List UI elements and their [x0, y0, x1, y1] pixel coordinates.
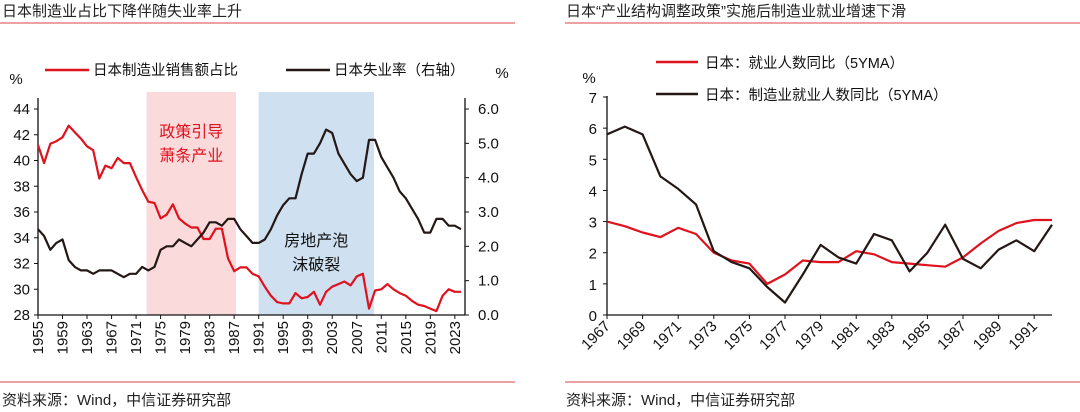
x-tick-label: 1983	[202, 321, 219, 354]
x-tick-label: 1999	[300, 321, 317, 354]
x-tick-label: 1975	[721, 318, 757, 354]
x-tick-label: 1967	[104, 321, 121, 354]
y2-tick-label: 0.0	[478, 307, 499, 324]
y-axis-unit: %	[582, 70, 595, 87]
y-tick-label: 2	[589, 246, 597, 263]
series-line-manufacturing-share	[36, 124, 461, 313]
y-tick-label: 34	[13, 230, 30, 247]
y-tick-label: 38	[13, 178, 30, 195]
x-tick-label: 2023	[447, 321, 464, 354]
y2-tick-label: 2.0	[478, 238, 499, 255]
legend-label: 日本：制造业就业人数同比（5YMA）	[705, 87, 947, 104]
y-tick-label: 44	[13, 101, 30, 118]
x-tick-label: 1991	[251, 321, 268, 354]
y2-tick-label: 3.0	[478, 204, 499, 221]
x-tick-label: 1973	[685, 318, 721, 354]
legend-label: 日本失业率（右轴）	[334, 62, 465, 79]
series-line-manufacturing-employment	[606, 125, 1053, 304]
right-source: 资料来源：Wind，中信证券研究部	[566, 392, 795, 409]
y-tick-label: 40	[13, 153, 30, 170]
y-tick-label: 32	[13, 256, 30, 273]
x-tick-label: 1995	[275, 321, 292, 354]
x-tick-label: 1989	[970, 318, 1006, 354]
series-line-unemployment	[37, 128, 462, 279]
y-tick-label: 6	[589, 121, 597, 138]
x-tick-label: 1963	[79, 321, 96, 354]
x-tick-label: 2011	[373, 321, 390, 353]
y-tick-label: 7	[589, 90, 597, 107]
x-tick-label: 1955	[30, 321, 47, 354]
y-tick-label: 42	[13, 127, 30, 144]
shade-region-pink	[146, 92, 236, 315]
x-tick-label: 1977	[756, 318, 792, 354]
left-source: 资料来源：Wind，中信证券研究部	[2, 392, 231, 409]
y-tick-label: 4	[589, 183, 597, 200]
y-tick-label: 36	[13, 204, 30, 221]
x-tick-label: 2015	[398, 321, 415, 354]
y-tick-label: 3	[589, 215, 597, 232]
y-tick-label: 1	[589, 277, 597, 294]
x-tick-label: 1971	[649, 318, 685, 354]
y2-tick-label: 4.0	[478, 170, 499, 187]
x-tick-label: 1987	[226, 321, 243, 354]
x-tick-label: 1959	[55, 321, 72, 354]
series-line-total-employment	[606, 218, 1052, 285]
legend-label: 日本制造业销售额占比	[93, 62, 238, 79]
right-title: 日本“产业结构调整政策”实施后制造业就业增速下滑	[566, 3, 906, 20]
shade-region-blue	[258, 92, 374, 315]
x-tick-label: 1987	[934, 318, 970, 354]
x-tick-label: 1979	[177, 321, 194, 354]
legend-label: 日本：就业人数同比（5YMA）	[705, 55, 904, 72]
x-tick-label: 1985	[899, 318, 935, 354]
y-tick-label: 30	[13, 281, 30, 298]
x-tick-label: 1979	[792, 318, 828, 354]
annotation-bubble: 房地产泡沫破裂	[284, 232, 348, 274]
annotation-policy: 政策引导萧条产业	[159, 123, 223, 165]
x-tick-label: 1975	[153, 321, 170, 354]
x-tick-label: 1983	[863, 318, 899, 354]
x-tick-label: 1969	[614, 318, 650, 354]
x-tick-label: 2019	[422, 321, 439, 354]
y-axis-unit: %	[9, 71, 22, 88]
y2-axis-unit: %	[495, 65, 508, 82]
x-tick-label: 1967	[578, 318, 614, 354]
x-tick-label: 1991	[1005, 318, 1041, 354]
x-tick-label: 1981	[827, 318, 863, 354]
y-tick-label: 0	[589, 308, 597, 325]
x-tick-label: 2007	[349, 321, 366, 354]
y2-tick-label: 5.0	[478, 135, 499, 152]
x-tick-label: 1971	[128, 321, 145, 354]
y-tick-label: 5	[589, 152, 597, 169]
y-tick-label: 28	[13, 307, 30, 324]
y2-tick-label: 6.0	[478, 101, 499, 118]
left-title: 日本制造业占比下降伴随失业率上升	[2, 3, 242, 20]
y2-tick-label: 1.0	[478, 273, 499, 290]
x-tick-label: 2003	[324, 321, 341, 354]
